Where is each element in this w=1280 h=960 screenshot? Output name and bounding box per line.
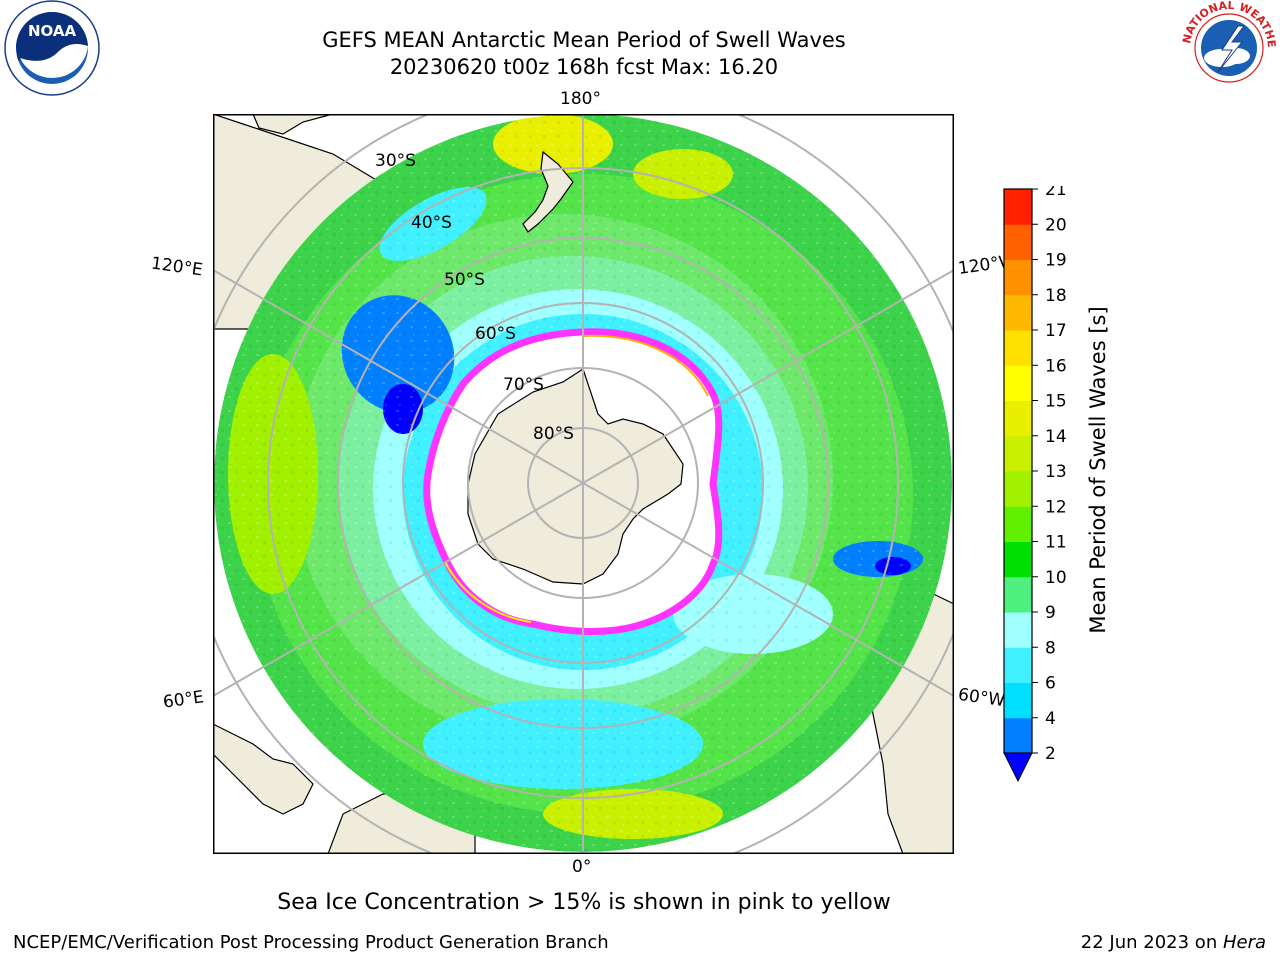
colorbar-tick-label: 18	[1045, 286, 1067, 306]
colorbar-tick-label: 8	[1045, 638, 1056, 658]
colorbar-tick-label: 12	[1045, 497, 1067, 517]
colorbar-swatch	[1004, 506, 1032, 542]
colorbar-tick-label: 11	[1045, 533, 1067, 553]
colorbar-tick-label: 9	[1045, 603, 1056, 623]
colorbar-swatch	[1004, 224, 1032, 260]
colorbar: 2 4 6 8 9 10 11 12 13 14 15 16 17 18 19 20 21	[1003, 186, 1067, 783]
lon-label-lower-left: 60°E	[161, 687, 206, 713]
longitude-gridlines	[213, 114, 954, 854]
colorbar-swatch	[1004, 330, 1032, 366]
colorbar-tick-label: 16	[1045, 356, 1067, 376]
colorbar-swatch	[1004, 365, 1032, 401]
colorbar-tick-label: 6	[1045, 674, 1056, 694]
colorbar-title: Mean Period of Swell Waves [s]	[1086, 306, 1110, 634]
colorbar-swatch	[1004, 576, 1032, 613]
colorbar-swatch	[1004, 400, 1032, 437]
colorbar-swatch	[1004, 471, 1032, 507]
lat-label-60s: 60°S	[475, 324, 516, 344]
colorbar-swatch	[1004, 541, 1032, 578]
colorbar-swatch	[1004, 717, 1032, 754]
lon-label-upper-left: 120°E	[149, 253, 204, 281]
lat-label-40s: 40°S	[411, 213, 452, 233]
polar-map	[213, 114, 954, 854]
noaa-logo-text: NOAA	[28, 22, 77, 40]
colorbar-swatch	[1004, 189, 1032, 225]
chart-title: GEFS MEAN Antarctic Mean Period of Swell…	[322, 28, 846, 52]
colorbar-tick-label: 13	[1045, 462, 1067, 482]
colorbar-swatch	[1004, 612, 1032, 648]
colorbar-tick-label: 21	[1045, 186, 1067, 200]
colorbar-swatch	[1004, 647, 1032, 683]
africa-landmass	[213, 723, 314, 815]
lon-label-bottom: 0°	[572, 857, 592, 877]
lon-label-lower-right: 60°W	[956, 684, 1007, 712]
chart-subtitle: 20230620 t00z 168h fcst Max: 16.20	[389, 55, 779, 79]
lon-label-top: 180°	[560, 89, 601, 109]
new-zealand-landmass	[522, 150, 574, 233]
footer-credit: NCEP/EMC/Verification Post Processing Pr…	[13, 932, 609, 953]
sea-ice-caption: Sea Ice Concentration > 15% is shown in …	[277, 890, 891, 915]
colorbar-tick-label: 14	[1045, 427, 1067, 447]
colorbar-swatch	[1004, 682, 1032, 719]
colorbar-tick-label: 20	[1045, 215, 1067, 235]
nws-logo: NATIONAL WEATHER SERVICE	[1178, 0, 1278, 95]
colorbar-tick-label: 10	[1045, 568, 1067, 588]
colorbar-tick-label: 19	[1045, 251, 1067, 271]
antarctica-landmass	[467, 368, 684, 585]
lat-label-50s: 50°S	[444, 270, 485, 290]
colorbar-swatch	[1004, 435, 1032, 472]
colorbar-tick-label: 15	[1045, 392, 1067, 412]
colorbar-extend-low	[1003, 752, 1033, 783]
map-panel: 30°S 40°S 50°S 60°S 70°S 80°S	[213, 114, 954, 854]
colorbar-swatch	[1004, 259, 1032, 296]
colorbar-tick-label: 4	[1045, 709, 1056, 729]
colorbar-swatch	[1004, 294, 1032, 331]
footer-date-text: 22 Jun 2023 on	[1080, 932, 1223, 953]
colorbar-tick-label: 17	[1045, 321, 1067, 341]
lat-label-70s: 70°S	[503, 375, 544, 395]
lat-label-80s: 80°S	[533, 424, 574, 444]
footer-system: Hera	[1222, 932, 1266, 953]
colorbar-tick-label: 2	[1045, 744, 1056, 764]
lat-label-30s: 30°S	[375, 151, 416, 171]
footer-date: 22 Jun 2023 on Hera	[1081, 932, 1266, 953]
noaa-logo: NOAA	[4, 0, 100, 96]
